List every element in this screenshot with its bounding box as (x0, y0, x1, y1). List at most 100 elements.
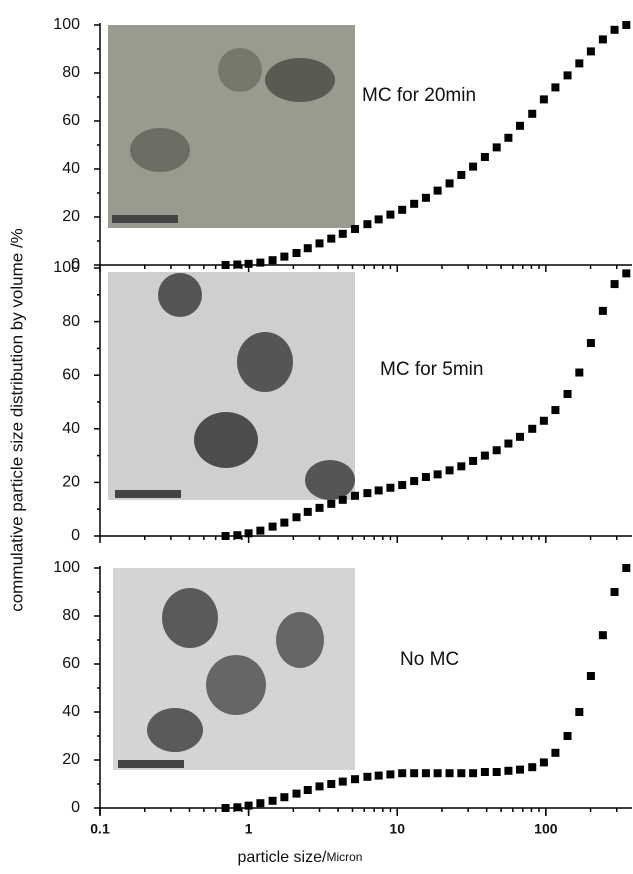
marker (575, 59, 584, 68)
marker (433, 470, 442, 479)
x-axis-label: particle size/Micron (238, 849, 363, 866)
marker (528, 109, 537, 118)
y-axis-label: commulative particle size distribution b… (7, 228, 26, 612)
marker (539, 95, 548, 104)
marker (398, 481, 407, 490)
marker (292, 513, 301, 522)
marker (421, 769, 430, 778)
marker (469, 456, 478, 465)
marker (539, 758, 548, 767)
y-tick-label: 40 (62, 420, 80, 437)
y-tick-label: 20 (62, 751, 80, 768)
marker (622, 21, 631, 29)
marker (363, 489, 372, 498)
marker (315, 782, 324, 791)
particle (206, 655, 266, 715)
marker (492, 143, 501, 152)
marker (563, 732, 572, 740)
y-tick-label: 0 (71, 527, 80, 544)
marker (363, 220, 372, 229)
marker (268, 796, 277, 805)
marker (445, 769, 454, 778)
particle (194, 412, 258, 468)
marker (575, 708, 584, 716)
marker (551, 83, 560, 92)
marker (221, 804, 230, 812)
marker (421, 473, 430, 482)
marker (469, 769, 478, 778)
marker (280, 793, 289, 802)
marker (244, 529, 253, 538)
y-tick-label: 0 (71, 256, 80, 273)
particle (305, 460, 355, 500)
marker (563, 389, 572, 398)
marker (244, 801, 253, 810)
marker (528, 424, 537, 433)
y-tick-label: 100 (53, 259, 80, 276)
annotation: No MC (400, 649, 459, 670)
y-tick-label: 60 (62, 366, 80, 383)
marker (233, 803, 242, 812)
marker (221, 532, 230, 540)
y-tick-label: 20 (62, 208, 80, 225)
marker (386, 483, 395, 492)
marker (351, 491, 360, 500)
marker (410, 477, 419, 486)
marker (374, 771, 383, 780)
marker (327, 780, 336, 788)
marker (363, 772, 372, 781)
y-tick-label: 0 (71, 799, 80, 816)
marker (445, 179, 454, 188)
marker (338, 495, 347, 504)
marker (622, 269, 631, 278)
y-tick-label: 100 (53, 16, 80, 33)
particle (265, 58, 335, 102)
marker (280, 252, 289, 261)
y-tick-label: 40 (62, 160, 80, 177)
marker (338, 777, 347, 786)
marker (504, 439, 513, 448)
marker (515, 432, 524, 441)
marker (386, 770, 395, 779)
x-axis-label-unit: Micron (326, 850, 362, 864)
x-tick-label: 1 (245, 821, 253, 837)
marker (268, 256, 277, 265)
marker (338, 229, 347, 238)
marker (480, 153, 489, 161)
particle (158, 273, 202, 317)
marker (551, 406, 560, 415)
marker (457, 171, 466, 179)
marker (315, 239, 324, 248)
particle (147, 708, 203, 752)
marker (386, 210, 395, 219)
micrographs (108, 25, 355, 770)
marker (233, 260, 242, 269)
marker (292, 249, 301, 257)
scale-bar (115, 490, 181, 498)
marker (610, 25, 619, 34)
marker (504, 766, 513, 775)
marker (351, 775, 360, 784)
marker (315, 503, 324, 512)
marker (528, 763, 537, 772)
marker (598, 35, 607, 44)
x-tick-label: 100 (534, 821, 558, 837)
marker (398, 769, 407, 778)
y-tick-label: 100 (53, 559, 80, 576)
marker (351, 225, 360, 233)
marker (504, 133, 513, 142)
particle (162, 588, 218, 648)
y-tick-label: 60 (62, 112, 80, 129)
marker (586, 339, 595, 348)
marker (457, 769, 466, 778)
marker (539, 416, 548, 425)
marker (551, 748, 560, 757)
marker (622, 564, 631, 572)
marker (469, 162, 478, 171)
marker (433, 186, 442, 195)
y-tick-label: 60 (62, 655, 80, 672)
marker (374, 486, 383, 495)
marker (515, 121, 524, 130)
marker (610, 280, 619, 289)
y-tick-label: 80 (62, 607, 80, 624)
